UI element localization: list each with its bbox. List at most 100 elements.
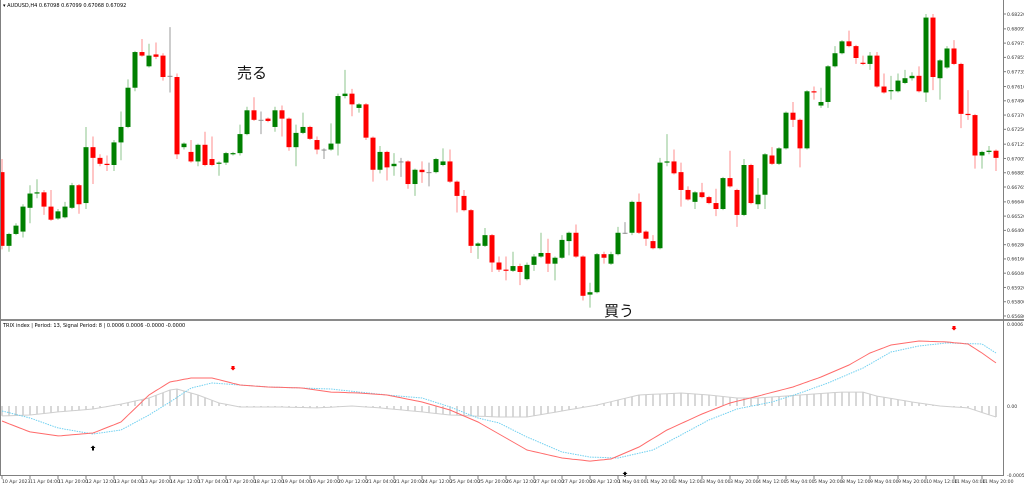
ohlc-values: 0.67098 0.67099 0.67068 0.67092: [38, 3, 127, 9]
time-label: 5 May 04:00: [786, 479, 815, 485]
candle-body: [111, 142, 117, 165]
candle: [146, 43, 152, 68]
candle-body: [657, 162, 663, 249]
candle: [601, 251, 607, 264]
candle: [895, 73, 901, 93]
candle: [909, 72, 915, 81]
candle: [132, 50, 138, 92]
candle-body: [846, 41, 852, 47]
indicator-axis[interactable]: 0.0006 0.00 -0.0005: [1007, 322, 1024, 479]
candle: [328, 123, 334, 151]
candle: [545, 238, 551, 273]
candle: [314, 136, 320, 155]
candle: [734, 188, 740, 227]
candle: [279, 105, 285, 137]
candle: [517, 263, 523, 286]
candle: [503, 256, 509, 281]
candle-body: [55, 211, 61, 219]
symbol-dropdown-icon[interactable]: ▾: [3, 3, 6, 9]
candle: [937, 59, 943, 100]
candle: [412, 168, 418, 196]
candle: [76, 184, 82, 214]
candle: [860, 55, 866, 66]
candle: [230, 151, 236, 156]
candle-body: [951, 48, 957, 64]
indicator-axis-label: -0.0005: [1007, 473, 1024, 479]
candle-body: [0, 172, 5, 246]
candle-body: [552, 257, 558, 264]
candle-body: [265, 118, 271, 122]
candle: [741, 159, 747, 217]
candle-body: [475, 243, 481, 246]
candle-body: [104, 163, 110, 165]
candle-body: [916, 75, 922, 92]
candle-body: [965, 113, 971, 116]
candle: [958, 62, 964, 129]
candle-body: [979, 151, 985, 156]
candle: [20, 204, 26, 238]
candle: [664, 134, 670, 167]
candle-body: [853, 46, 859, 58]
candle: [118, 111, 124, 161]
candle: [783, 111, 789, 150]
time-label: 27 Apr 04:00: [534, 479, 564, 485]
price-label: 0.67855: [1007, 55, 1024, 61]
candle-body: [349, 93, 355, 105]
candle-body: [160, 55, 166, 78]
candle-body: [384, 151, 390, 168]
candle: [923, 14, 929, 102]
candle: [307, 125, 313, 141]
candle-body: [580, 256, 586, 296]
buy-arrow-icon: [622, 471, 628, 477]
candle-body: [636, 201, 642, 233]
candle-body: [825, 66, 831, 102]
candle: [559, 235, 565, 259]
candle: [139, 38, 145, 57]
candle: [384, 150, 390, 181]
candle: [6, 232, 12, 252]
candle-body: [300, 126, 306, 133]
candle-body: [811, 91, 817, 93]
candle: [34, 179, 40, 199]
candle-body: [517, 266, 523, 273]
time-label: 20 Apr 12:00: [338, 479, 368, 485]
price-label: 0.67125: [1007, 142, 1024, 148]
candle: [181, 142, 187, 150]
candle-body: [125, 87, 131, 127]
candle: [594, 252, 600, 294]
candle: [83, 126, 89, 209]
candle: [370, 136, 376, 182]
candle-body: [272, 110, 278, 127]
candle-body: [573, 232, 579, 257]
candle-body: [97, 157, 103, 164]
time-label: 2 May 12:00: [674, 479, 703, 485]
candle: [419, 161, 425, 183]
time-label: 11 Apr 04:00: [30, 479, 60, 485]
candle-body: [685, 189, 691, 200]
candle-body: [314, 140, 320, 150]
candle: [573, 224, 579, 258]
candle-body: [496, 262, 502, 270]
candle: [839, 40, 845, 55]
time-label: 25 Apr 20:00: [478, 479, 508, 485]
candle: [706, 195, 712, 205]
candle: [657, 157, 663, 250]
candle: [671, 149, 677, 175]
candle-body: [734, 189, 740, 215]
candle-body: [818, 101, 824, 106]
candle: [461, 189, 467, 212]
candle-body: [328, 143, 334, 150]
candle-body: [510, 266, 516, 271]
candle: [356, 103, 362, 113]
candle-body: [972, 115, 978, 156]
candle-body: [321, 149, 327, 151]
time-label: 25 Apr 04:00: [450, 479, 480, 485]
time-label: 18 Apr 12:00: [254, 479, 284, 485]
